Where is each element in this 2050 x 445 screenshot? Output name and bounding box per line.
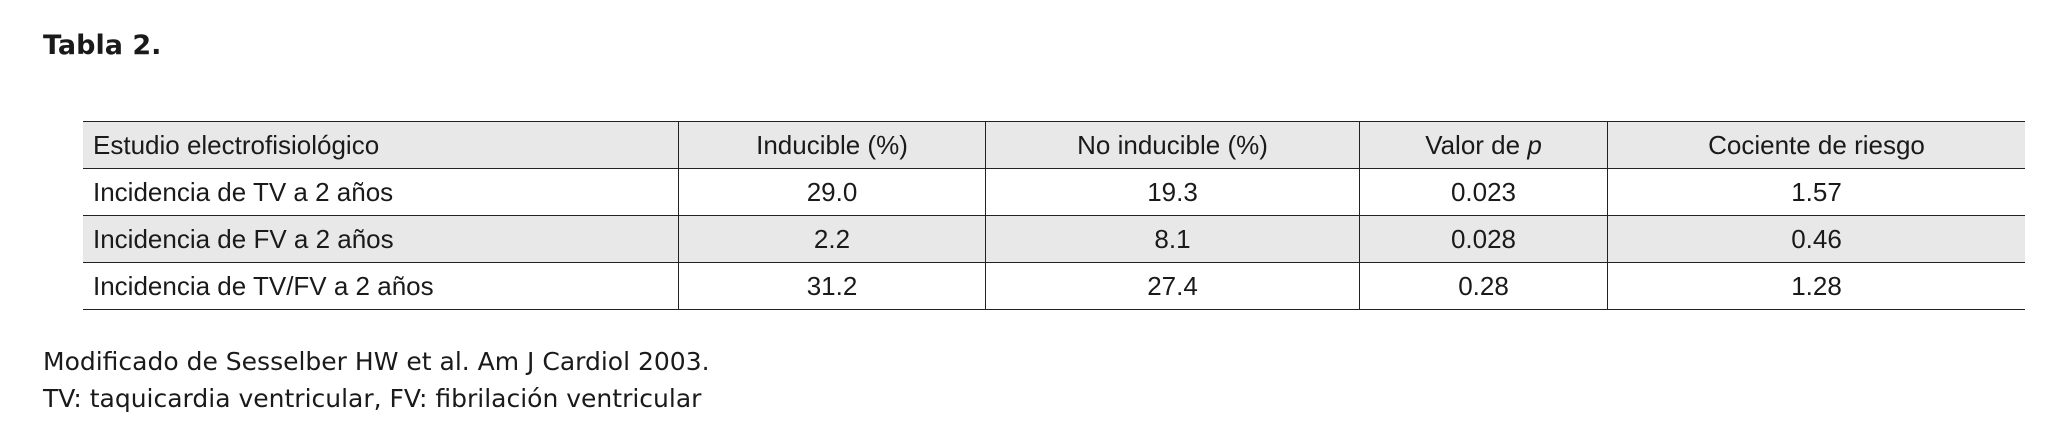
header-cell: Estudio electrofisiológico	[83, 121, 679, 169]
table-cell: 0.46	[1607, 215, 2025, 263]
footnote: TV: taquicardia ventricular, FV: fibrila…	[43, 384, 702, 413]
header-emphasis: p	[1527, 129, 1542, 160]
table-row: Incidencia de FV a 2 años 2.2 8.1 0.028 0.46	[83, 215, 2025, 263]
table-body: Incidencia de TV a 2 años 29.0 19.3 0.023 1.…	[83, 168, 2025, 310]
table-cell: 1.57	[1607, 168, 2025, 216]
data-table: Estudio electrofisiológico Inducible (%) N…	[83, 121, 2025, 310]
table-cell: 0.28	[1359, 262, 1608, 310]
table-cell: 31.2	[678, 262, 986, 310]
table-cell: 0.028	[1359, 215, 1608, 263]
row-label: Incidencia de TV a 2 años	[83, 168, 679, 216]
table-cell: 8.1	[985, 215, 1360, 263]
table-cell: 29.0	[678, 168, 986, 216]
table-cell: 2.2	[678, 215, 986, 263]
table-row: Incidencia de TV a 2 años 29.0 19.3 0.023 1.…	[83, 168, 2025, 216]
table-row: Incidencia de TV/FV a 2 años 31.2 27.4 0.28…	[83, 262, 2025, 310]
header-cell: Inducible (%)	[678, 121, 986, 169]
table-title: Tabla 2.	[43, 30, 162, 61]
table-cell: 0.023	[1359, 168, 1608, 216]
header-cell: No inducible (%)	[985, 121, 1360, 169]
header-cell: Cociente de riesgo	[1607, 121, 2025, 169]
row-label: Incidencia de FV a 2 años	[83, 215, 679, 263]
row-label: Incidencia de TV/FV a 2 años	[83, 262, 679, 310]
footnotes: Modificado de Sesselber HW et al. Am J C…	[43, 343, 710, 417]
header-cell: Valor de p	[1359, 121, 1608, 169]
header-text: Valor de	[1425, 129, 1521, 160]
header-row: Estudio electrofisiológico Inducible (%) N…	[83, 121, 2025, 169]
table-cell: 19.3	[985, 168, 1360, 216]
table-cell: 1.28	[1607, 262, 2025, 310]
footnote: Modificado de Sesselber HW et al. Am J C…	[43, 347, 710, 376]
table-cell: 27.4	[985, 262, 1360, 310]
